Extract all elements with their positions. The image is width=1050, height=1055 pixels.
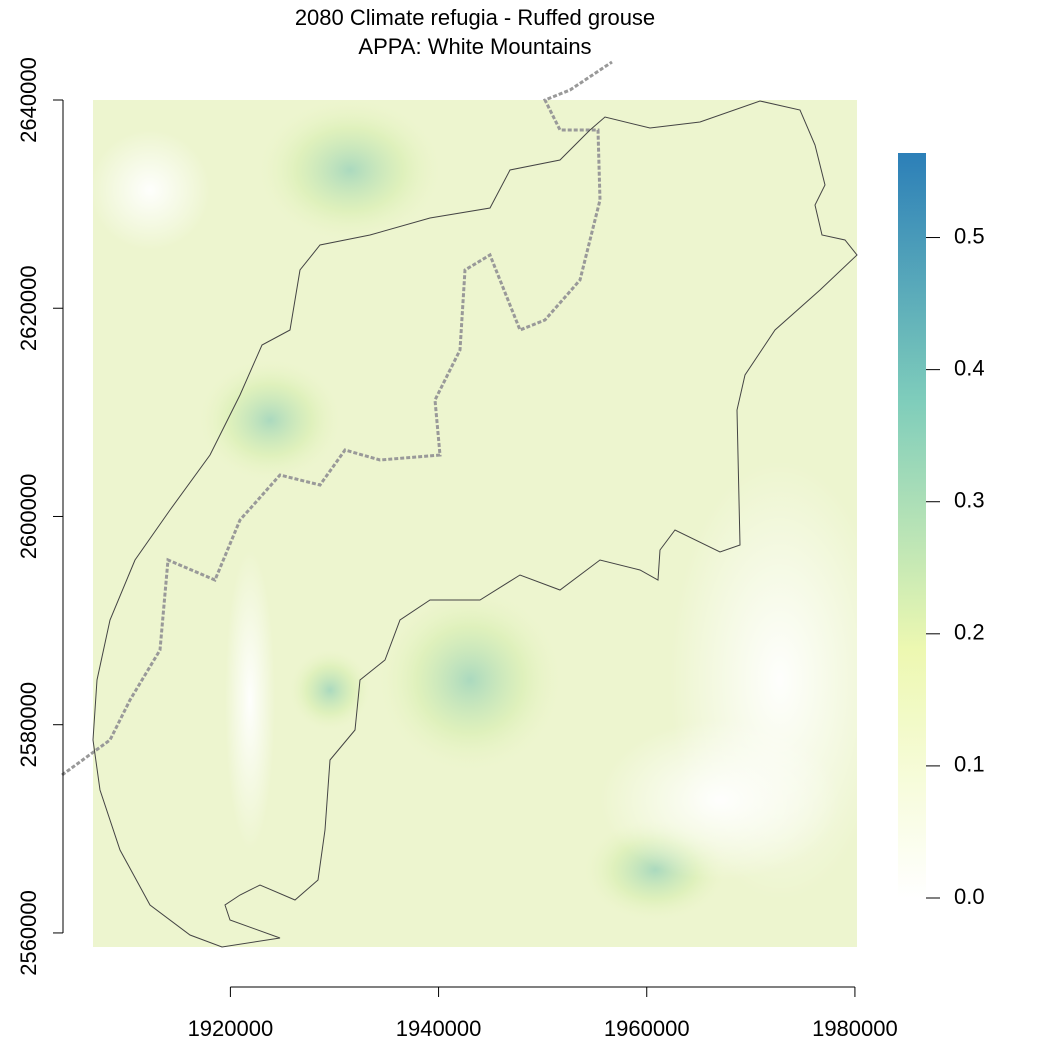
x-tick-label: 1960000: [604, 1016, 690, 1041]
x-tick-label: 1940000: [396, 1016, 482, 1041]
colorbar-tick-label: 0.2: [954, 620, 985, 645]
y-tick-label: 2560000: [16, 890, 41, 976]
map-title: 2080 Climate refugia - Ruffed grouse: [295, 5, 655, 30]
raster-light-area: [90, 130, 210, 250]
colorbar-tick-label: 0.4: [954, 355, 985, 380]
colorbar: [898, 153, 926, 898]
boundary: [92, 100, 858, 948]
raster-patch: [200, 360, 340, 480]
x-tick-label: 1980000: [812, 1016, 898, 1041]
colorbar-tick-label: 0.0: [954, 884, 985, 909]
trail-line: [61, 60, 613, 777]
y-tick-label: 2580000: [16, 682, 41, 768]
colorbar-tick-label: 0.5: [954, 223, 985, 248]
raster-patch: [380, 590, 560, 770]
raster-patch: [260, 100, 440, 240]
raster-light-area: [225, 550, 275, 850]
map-subtitle: APPA: White Mountains: [358, 34, 591, 59]
raster-light-area: [600, 720, 840, 880]
raster: [90, 100, 890, 947]
raster-patch: [290, 650, 370, 730]
x-tick-label: 1920000: [188, 1016, 274, 1041]
y-tick-label: 2640000: [16, 57, 41, 143]
colorbar-tick-label: 0.1: [954, 752, 985, 777]
y-tick-label: 2600000: [16, 474, 41, 560]
colorbar-tick-label: 0.3: [954, 488, 985, 513]
y-tick-label: 2620000: [16, 265, 41, 351]
